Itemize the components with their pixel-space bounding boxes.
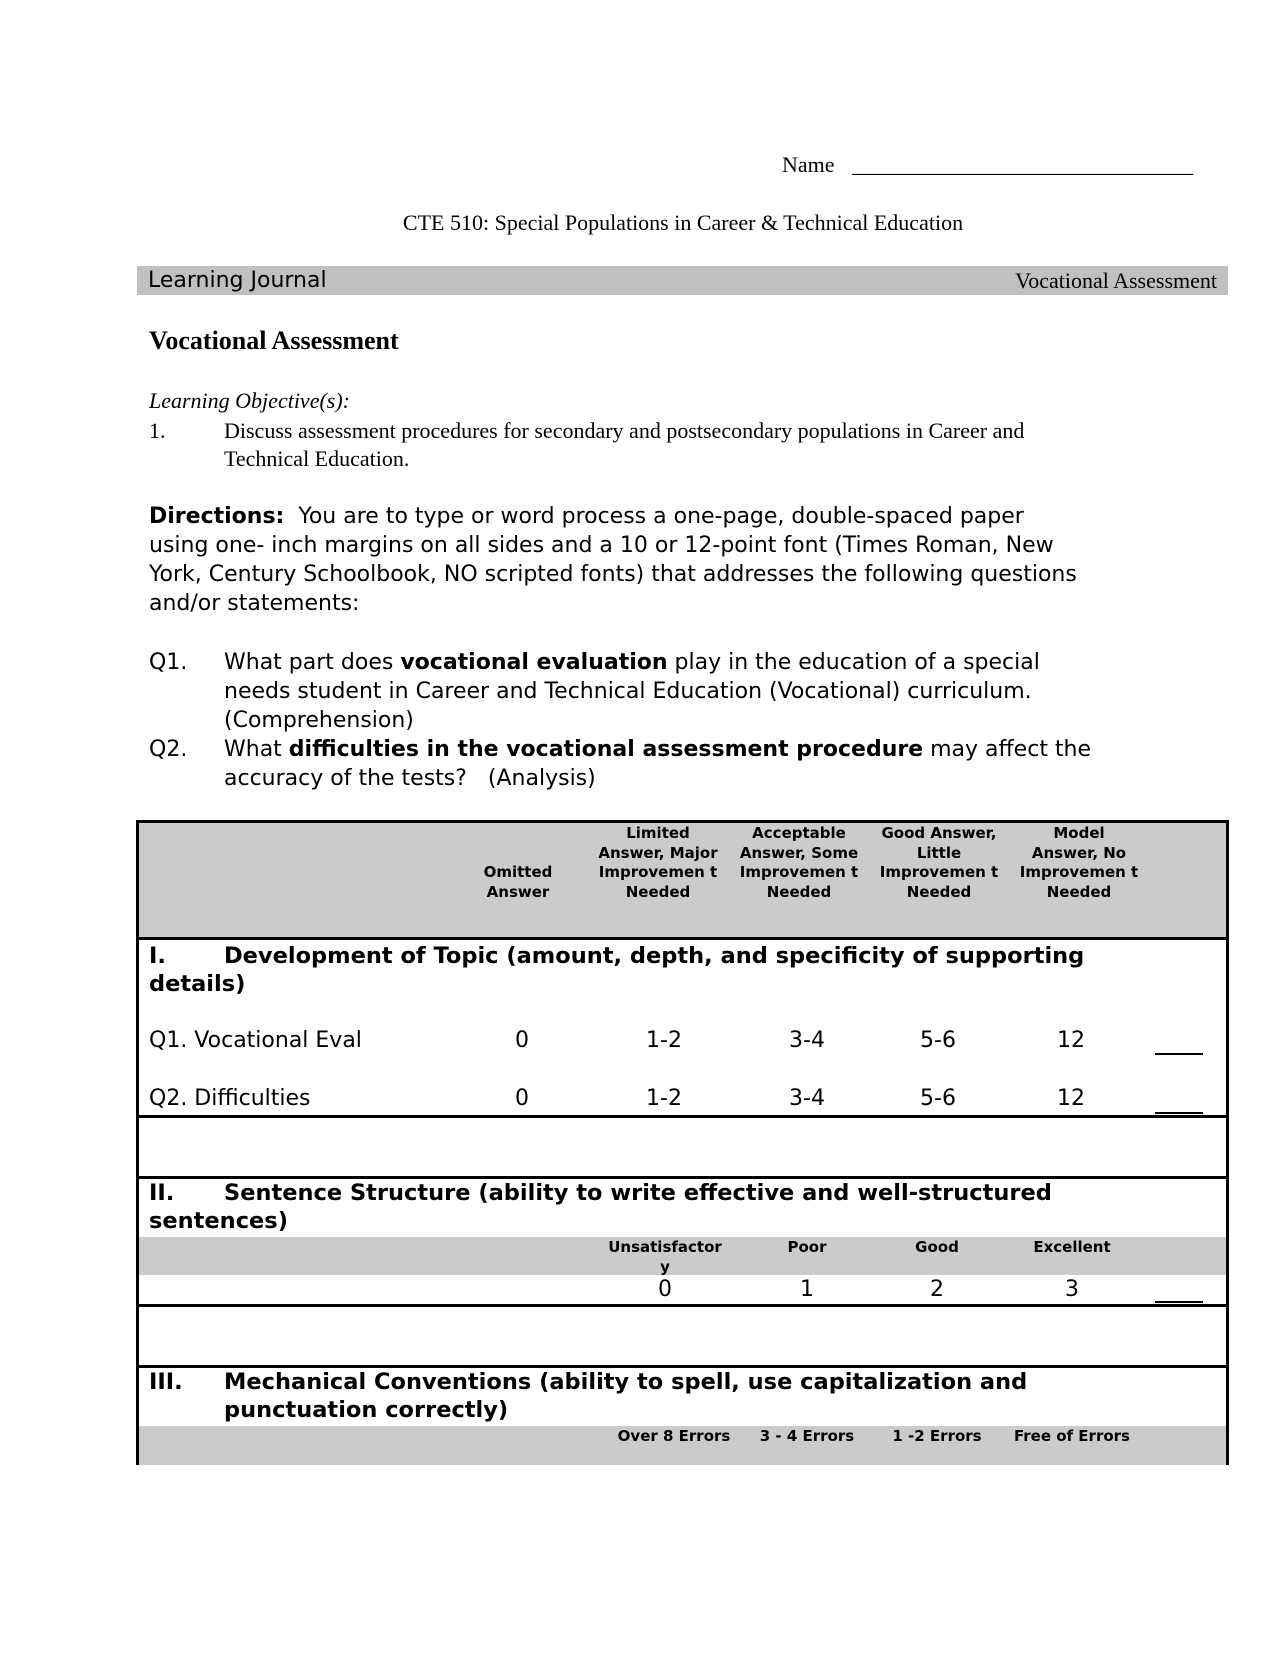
name-field[interactable]: _______________________________: [852, 152, 1193, 177]
col-poor: Poor: [787, 1238, 827, 1256]
score-value: 2: [930, 1277, 944, 1302]
col-1-2-errors: 1 -2 Errors: [892, 1427, 982, 1445]
q1-bold: vocational evaluation: [400, 650, 668, 675]
section-3-title: Mechanical Conventions (ability to spell…: [224, 1369, 1028, 1395]
score-value: 1-2: [646, 1028, 682, 1053]
question-2-text: What difficulties in the vocational asse…: [224, 735, 1091, 793]
q2-text: What: [224, 737, 289, 762]
score-value: 0: [658, 1277, 672, 1302]
section-2-title-cont: sentences): [149, 1208, 288, 1234]
q2-bold: difficulties in the vocational assessmen…: [288, 737, 924, 762]
question-number: Q2.: [149, 737, 188, 762]
table-border: [137, 937, 1228, 940]
section-3-number: III.: [149, 1369, 183, 1395]
question-1-text: What part does vocational evaluation pla…: [224, 648, 1040, 735]
table-border: [137, 1365, 1228, 1368]
objective-text-line2: Technical Education.: [224, 446, 410, 471]
section-2-header-row: [139, 1237, 1227, 1275]
col-over-8-errors: Over 8 Errors: [617, 1427, 731, 1445]
table-border: [137, 1176, 1228, 1179]
col-limited: Limited Answer, Major Improvemen t Neede…: [598, 824, 718, 901]
q2-line2: accuracy of the tests? (Analysis): [224, 766, 596, 791]
score-value: 3-4: [789, 1086, 825, 1111]
score-value: 3-4: [789, 1028, 825, 1053]
table-border: [137, 820, 1228, 823]
directions-line: You are to type or word process a one-pa…: [284, 504, 1024, 529]
col-free-of-errors: Free of Errors: [1014, 1427, 1130, 1445]
directions: Directions: You are to type or word proc…: [149, 502, 1077, 618]
question-2: Q2.: [149, 735, 187, 764]
score-value: 3: [1065, 1277, 1079, 1302]
score-value: 12: [1057, 1086, 1085, 1111]
section-2-number: II.: [149, 1180, 175, 1206]
table-border: [137, 1304, 1228, 1307]
header-band: Learning Journal Vocational Assessment: [137, 266, 1228, 295]
score-value: 5-6: [920, 1028, 956, 1053]
col-acceptable: Acceptable Answer, Some Improvemen t Nee…: [739, 824, 859, 901]
band-right-label: Vocational Assessment: [1015, 268, 1217, 293]
col-good: Good Answer, Little Improvemen t Needed: [879, 824, 999, 901]
objective-number: 1.: [149, 418, 166, 443]
course-title: CTE 510: Special Populations in Career &…: [402, 210, 964, 235]
q2-text: may affect the: [923, 737, 1092, 762]
score-value: 0: [515, 1086, 529, 1111]
question-1: Q1.: [149, 648, 187, 677]
score-value: 5-6: [920, 1086, 956, 1111]
score-blank[interactable]: [1155, 1112, 1203, 1114]
score-value: 12: [1057, 1028, 1085, 1053]
col-unsatisfactory: Unsatisfactor y: [608, 1238, 722, 1276]
objective-text-line1: Discuss assessment procedures for second…: [224, 418, 1025, 443]
score-value: 1-2: [646, 1086, 682, 1111]
col-omitted: Omitted Answer: [483, 863, 553, 901]
col-excellent: Excellent: [1033, 1238, 1111, 1256]
table-border: [137, 1115, 1228, 1118]
col-3-4-errors: 3 - 4 Errors: [759, 1427, 855, 1445]
row-label: Q1. Vocational Eval: [149, 1028, 362, 1053]
rubric-header-row: [139, 822, 1227, 938]
directions-line: and/or statements:: [149, 591, 360, 616]
col-good: Good: [915, 1238, 959, 1256]
page-title: Vocational Assessment: [149, 326, 399, 355]
score-blank[interactable]: [1155, 1053, 1203, 1055]
directions-line: York, Century Schoolbook, NO scripted fo…: [149, 562, 1077, 587]
section-3-title-cont: punctuation correctly): [224, 1397, 509, 1423]
row-label: Q2. Difficulties: [149, 1086, 311, 1111]
directions-label: Directions:: [149, 504, 285, 529]
section-2-title: Sentence Structure (ability to write eff…: [224, 1180, 1052, 1206]
q1-line3: (Comprehension): [224, 708, 414, 733]
q1-line2: needs student in Career and Technical Ed…: [224, 679, 1032, 704]
section-1-title: Development of Topic (amount, depth, and…: [224, 943, 1085, 969]
table-border: [1226, 820, 1229, 1465]
question-number: Q1.: [149, 650, 188, 675]
col-model: Model Answer, No Improvemen t Needed: [1019, 824, 1139, 901]
section-3-header-row: [139, 1426, 1227, 1465]
q1-text: What part does: [224, 650, 401, 675]
q1-text: play in the education of a special: [667, 650, 1040, 675]
section-1-title-cont: details): [149, 971, 246, 997]
section-1-number: I.: [149, 943, 166, 969]
name-label: Name: [782, 152, 835, 177]
table-border: [136, 820, 139, 1465]
score-value: 1: [800, 1277, 814, 1302]
directions-line: using one- inch margins on all sides and…: [149, 533, 1054, 558]
objectives-label: Learning Objective(s):: [149, 388, 350, 413]
score-blank[interactable]: [1155, 1301, 1203, 1303]
band-left-label: Learning Journal: [148, 268, 327, 293]
score-value: 0: [515, 1028, 529, 1053]
